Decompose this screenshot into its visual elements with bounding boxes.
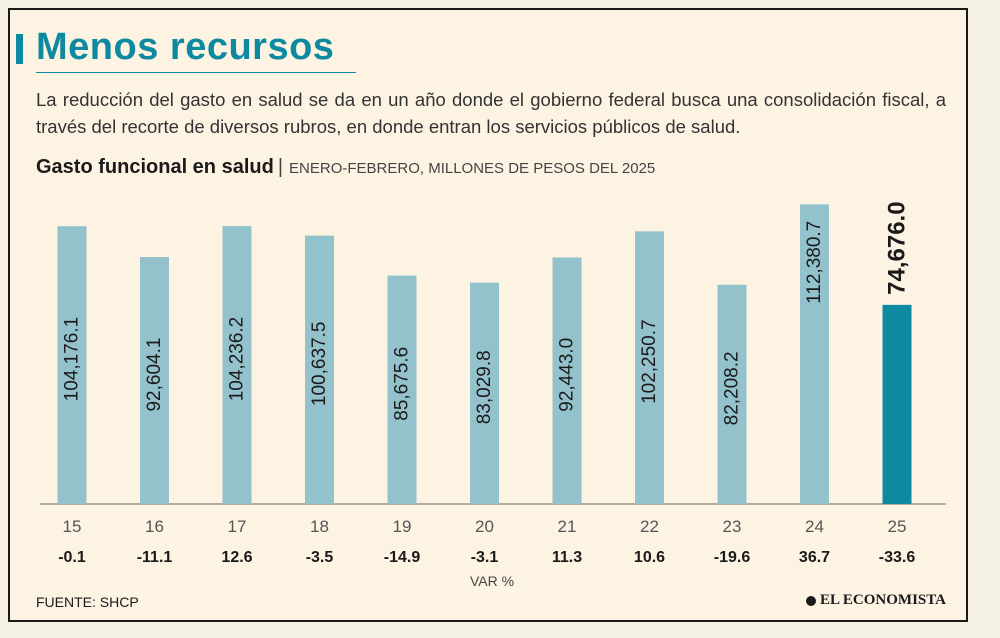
var-pct-15: -0.1	[58, 549, 86, 566]
var-pct-19: -14.9	[384, 549, 421, 566]
data-label-24: 112,380.7	[804, 221, 825, 304]
x-tick-label-18: 18	[310, 517, 329, 536]
x-tick-label-25: 25	[888, 517, 907, 536]
data-label-17: 104,236.2	[227, 317, 248, 402]
var-pct-24: 36.7	[799, 549, 830, 566]
bar-17	[222, 226, 252, 504]
brand-logo: EL ECONOMISTA	[806, 592, 946, 609]
chart-title: Gasto funcional en salud	[36, 156, 274, 178]
x-tick-label-22: 22	[640, 517, 659, 536]
title-underline	[36, 72, 356, 73]
x-tick-label-15: 15	[63, 517, 82, 536]
infographic-card: Menos recursos La reducción del gasto en…	[8, 8, 968, 622]
var-pct-25: -33.6	[879, 549, 916, 566]
bar-16	[140, 257, 169, 504]
source-note: FUENTE: SHCP	[36, 594, 139, 610]
x-tick-label-17: 17	[228, 517, 247, 536]
bar-25	[882, 304, 912, 504]
bar-18	[305, 235, 334, 504]
bar-22	[635, 231, 664, 504]
x-tick-label-21: 21	[558, 517, 577, 536]
var-pct-16: -11.1	[137, 549, 173, 566]
var-pct-20: -3.1	[471, 549, 499, 566]
data-label-16: 92,604.1	[144, 338, 165, 412]
bar-24	[800, 204, 829, 505]
data-label-19: 85,675.6	[392, 347, 413, 421]
page-title: Menos recursos	[36, 26, 335, 68]
brand-name: EL ECONOMISTA	[820, 592, 946, 608]
chart-subtitle-detail: ENERO-FEBRERO, MILLONES DE PESOS DEL 202…	[289, 160, 656, 177]
var-pct-17: 12.6	[221, 549, 252, 566]
x-tick-label-24: 24	[805, 517, 824, 536]
description-text: La reducción del gasto en salud se da en…	[36, 89, 946, 137]
subtitle-separator: |	[277, 156, 284, 178]
x-tick-label-16: 16	[145, 517, 164, 536]
el-economista-logo-icon	[806, 595, 816, 606]
var-pct-22: 10.6	[634, 549, 665, 566]
chart-subtitle: Gasto funcional en salud | ENERO-FEBRERO, …	[36, 156, 655, 179]
x-tick-label-20: 20	[475, 517, 494, 536]
data-label-21: 92,443.0	[557, 338, 578, 412]
data-label-23: 82,208.2	[722, 351, 743, 425]
bar-21	[552, 257, 582, 504]
var-pct-21: 11.3	[552, 549, 582, 566]
var-pct-23: -19.6	[714, 549, 751, 566]
x-tick-label-19: 19	[393, 517, 412, 536]
bar-23	[717, 284, 747, 504]
data-label-22: 102,250.7	[639, 319, 660, 404]
data-label-15: 104,176.1	[62, 317, 83, 402]
bar-15	[57, 226, 87, 504]
bar-19	[387, 275, 417, 504]
var-pct-label: VAR %	[470, 573, 514, 589]
x-tick-label-23: 23	[723, 517, 742, 536]
var-pct-18: -3.5	[306, 549, 334, 566]
bar-20	[470, 282, 499, 504]
data-label-18: 100,637.5	[309, 322, 330, 407]
data-label-20: 83,029.8	[474, 350, 495, 424]
title-accent-bar	[16, 34, 23, 64]
data-label-25: 74,676.0	[884, 201, 911, 294]
bar-chart: 104,176.1 15 -0.1 92,604.1 16 -11.1 104,236.2 1…	[40, 201, 946, 589]
